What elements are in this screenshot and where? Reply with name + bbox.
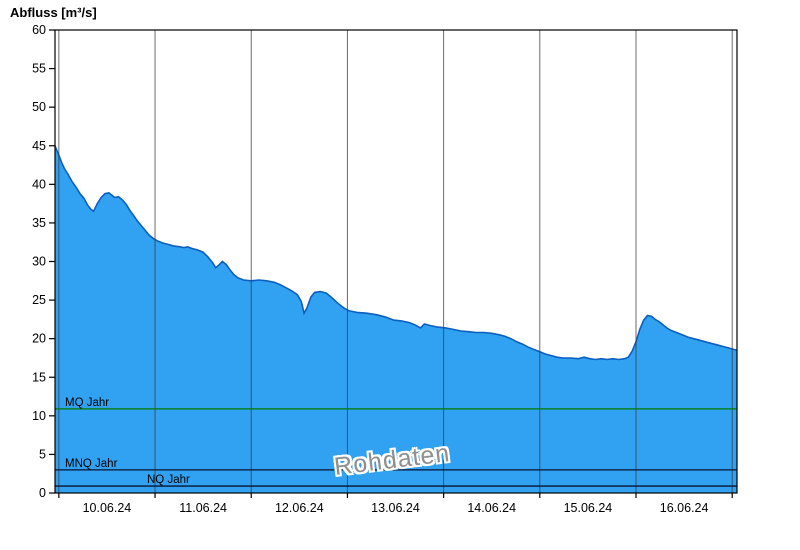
svg-text:5: 5 bbox=[39, 447, 46, 461]
svg-text:10.06.24: 10.06.24 bbox=[83, 501, 132, 515]
reference-lines: MQ Jahr MNQ Jahr NQ Jahr bbox=[55, 397, 737, 487]
svg-text:10: 10 bbox=[32, 409, 46, 423]
svg-text:40: 40 bbox=[32, 177, 46, 191]
svg-text:0: 0 bbox=[39, 486, 46, 500]
svg-text:25: 25 bbox=[32, 293, 46, 307]
svg-text:45: 45 bbox=[32, 139, 46, 153]
svg-text:NQ Jahr: NQ Jahr bbox=[147, 474, 190, 486]
series-rohdaten bbox=[54, 145, 738, 494]
svg-text:14.06.24: 14.06.24 bbox=[467, 501, 516, 515]
svg-text:55: 55 bbox=[32, 62, 46, 76]
svg-text:13.06.24: 13.06.24 bbox=[371, 501, 420, 515]
svg-text:15: 15 bbox=[32, 370, 46, 384]
day-gridlines bbox=[58, 30, 733, 493]
y-axis: 0 5 10 15 20 25 30 35 40 45 50 55 60 bbox=[32, 23, 55, 500]
svg-text:MQ Jahr: MQ Jahr bbox=[65, 397, 109, 409]
svg-text:20: 20 bbox=[32, 332, 46, 346]
svg-text:16.06.24: 16.06.24 bbox=[660, 501, 709, 515]
svg-text:60: 60 bbox=[32, 23, 46, 37]
svg-text:15.06.24: 15.06.24 bbox=[564, 501, 613, 515]
svg-text:30: 30 bbox=[32, 255, 46, 269]
x-axis: 10.06.24 11.06.24 12.06.24 13.06.24 14.06.24… bbox=[58, 493, 733, 515]
svg-text:50: 50 bbox=[32, 100, 46, 114]
svg-text:12.06.24: 12.06.24 bbox=[275, 501, 324, 515]
svg-text:11.06.24: 11.06.24 bbox=[179, 501, 227, 515]
svg-text:35: 35 bbox=[32, 216, 46, 230]
chart-title: Abfluss [m³/s] bbox=[10, 5, 97, 20]
svg-text:MNQ Jahr: MNQ Jahr bbox=[65, 458, 118, 470]
